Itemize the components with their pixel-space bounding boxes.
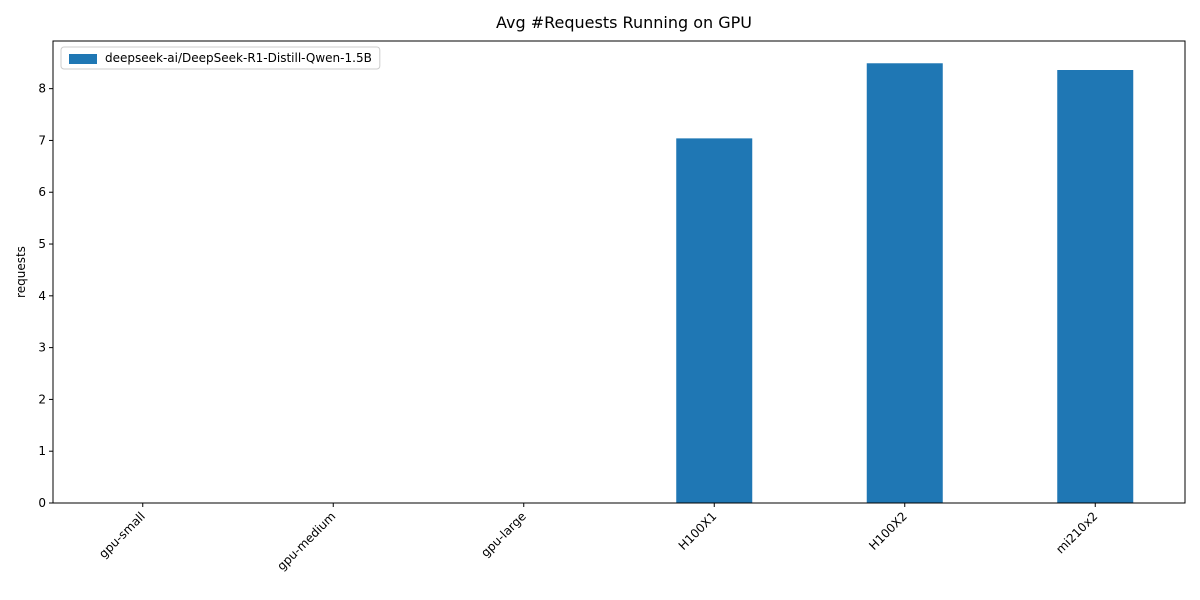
y-tick-label: 0: [38, 496, 46, 510]
bar-h100x2: [866, 63, 943, 503]
bar-h100x1: [676, 138, 753, 503]
y-tick-label: 3: [38, 341, 46, 355]
y-tick-label: 4: [38, 289, 46, 303]
y-tick-label: 1: [38, 444, 46, 458]
bar-mi210x2: [1057, 70, 1134, 503]
legend-swatch: [69, 54, 97, 64]
y-tick-label: 8: [38, 82, 46, 96]
legend-box: [60, 46, 381, 70]
y-axis-ticks: 0 1 2 3 4 5 6 7 8: [38, 82, 53, 510]
y-tick-label: 6: [38, 185, 46, 199]
y-tick-label: 5: [38, 237, 46, 251]
plot-frame: [52, 40, 1186, 504]
bars-group: [676, 63, 1134, 503]
chart-title: Avg #Requests Running on GPU: [496, 13, 752, 32]
y-tick-label: 7: [38, 133, 46, 147]
y-axis-label: requests: [14, 246, 28, 298]
legend-label: deepseek-ai/DeepSeek-R1-Distill-Qwen-1.5…: [105, 51, 372, 65]
legend: deepseek-ai/DeepSeek-R1-Distill-Qwen-1.5…: [60, 46, 381, 70]
y-tick-label: 2: [38, 392, 46, 406]
